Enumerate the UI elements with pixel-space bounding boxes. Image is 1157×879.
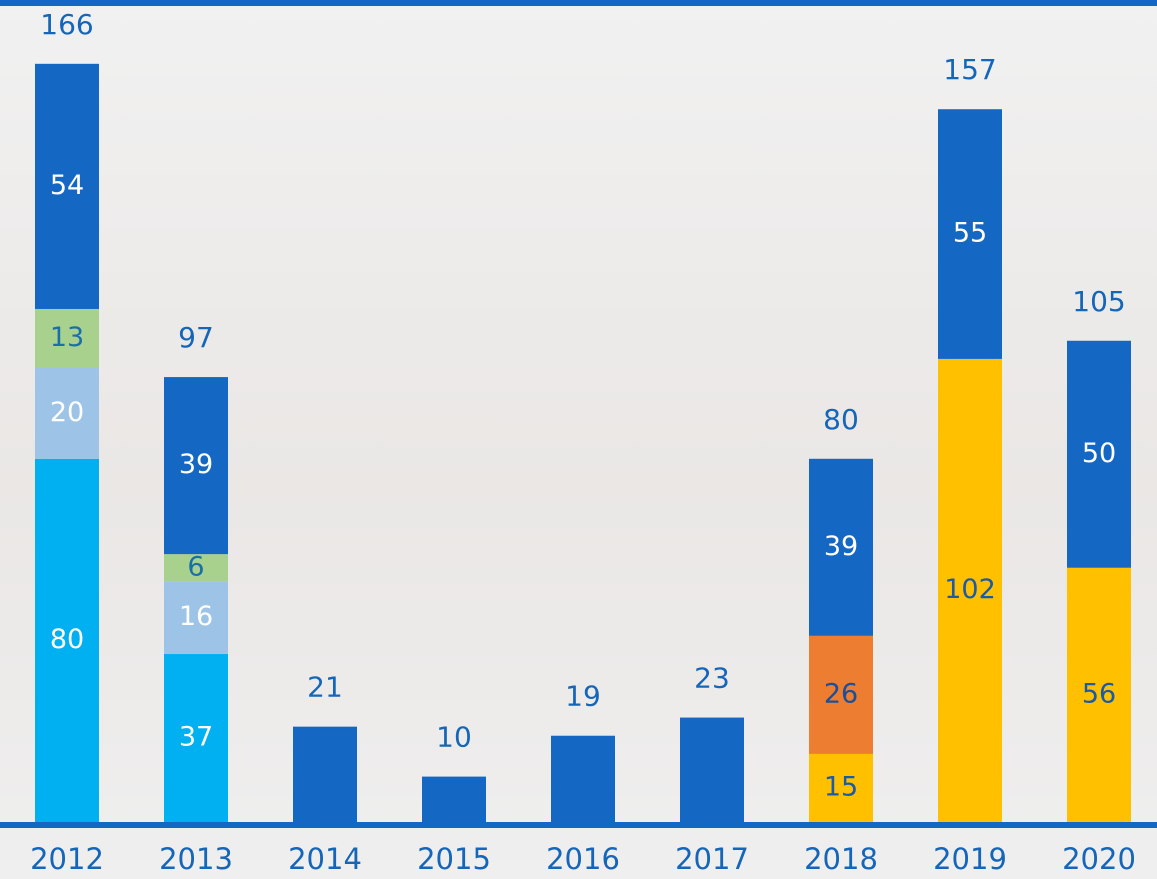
x-tick-label: 2020 xyxy=(1062,842,1136,876)
segment-label: 56 xyxy=(1082,678,1116,709)
bar-segment xyxy=(35,368,99,459)
segment-label: 15 xyxy=(824,771,858,802)
segment-label: 37 xyxy=(179,722,213,753)
segment-label: 80 xyxy=(50,624,84,655)
bar-segment xyxy=(164,554,228,582)
total-label: 97 xyxy=(178,321,214,354)
segment-label: 55 xyxy=(953,218,987,249)
bar-segment xyxy=(938,358,1002,822)
segment-label: 50 xyxy=(1082,438,1116,469)
segment-label: 102 xyxy=(944,574,996,605)
bar-segment xyxy=(35,458,99,822)
bar-segment xyxy=(551,735,615,822)
segment-label: 16 xyxy=(179,601,213,632)
bar-segment xyxy=(35,63,99,309)
total-label: 19 xyxy=(565,680,601,713)
bar-segment xyxy=(422,776,486,822)
total-label: 21 xyxy=(307,671,343,704)
segment-label: 26 xyxy=(824,678,858,709)
bar-segment xyxy=(1067,567,1131,822)
bar-segment xyxy=(164,654,228,822)
bar-segment xyxy=(938,109,1002,359)
segment-label: 20 xyxy=(50,397,84,428)
total-label: 10 xyxy=(436,721,472,754)
bar-segment xyxy=(809,635,873,754)
x-tick-label: 2017 xyxy=(675,842,749,876)
bar-segment xyxy=(293,726,357,822)
x-tick-label: 2016 xyxy=(546,842,620,876)
x-axis xyxy=(0,822,1157,828)
segment-label: 6 xyxy=(187,551,204,582)
total-label: 105 xyxy=(1072,285,1125,318)
total-label: 166 xyxy=(40,8,93,41)
segment-label: 54 xyxy=(50,170,84,201)
x-tick-label: 2019 xyxy=(933,842,1007,876)
bar-segment xyxy=(1067,340,1131,568)
segment-label: 39 xyxy=(824,531,858,562)
x-tick-label: 2015 xyxy=(417,842,491,876)
bar-segment xyxy=(164,377,228,555)
x-tick-label: 2012 xyxy=(30,842,104,876)
x-tick-label: 2014 xyxy=(288,842,362,876)
x-tick-label: 2018 xyxy=(804,842,878,876)
total-label: 23 xyxy=(694,662,730,695)
bar-segment xyxy=(809,458,873,636)
bar-segment xyxy=(164,581,228,655)
total-label: 157 xyxy=(943,53,996,86)
bar-segment xyxy=(680,717,744,822)
bar-segment xyxy=(35,308,99,368)
bar-segment xyxy=(809,753,873,822)
total-label: 80 xyxy=(823,403,859,436)
x-tick-label: 2013 xyxy=(159,842,233,876)
top-border xyxy=(0,0,1157,6)
segment-label: 13 xyxy=(50,322,84,353)
segment-label: 39 xyxy=(179,449,213,480)
